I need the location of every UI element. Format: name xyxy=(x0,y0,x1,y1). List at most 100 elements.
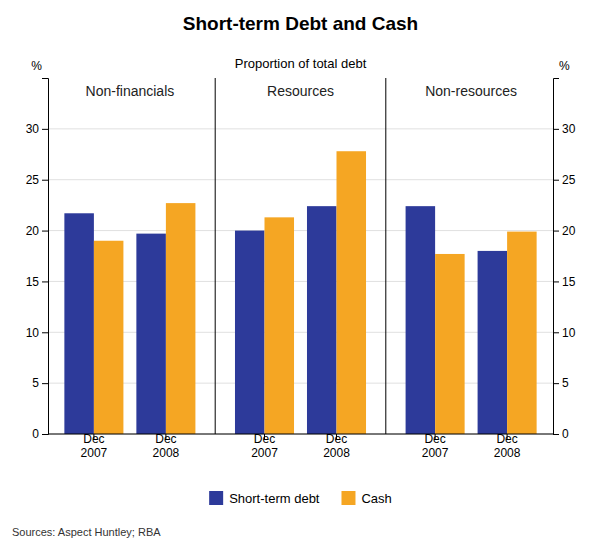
section-label: Non-resources xyxy=(425,83,517,99)
x-tick: Dec2008 xyxy=(153,432,180,460)
y2-tick-line xyxy=(553,129,559,130)
x-tick-label-line: Dec xyxy=(326,432,347,446)
x-tick: Dec2007 xyxy=(422,432,449,460)
y2-tick-label: 20 xyxy=(562,224,576,238)
y2-tick-line xyxy=(553,383,559,384)
x-tick-label-line: 2007 xyxy=(251,446,278,460)
y2-tick-label: 10 xyxy=(562,326,576,340)
legend-item: Cash xyxy=(341,491,391,506)
x-axis-section: Dec2007Dec2008 xyxy=(81,432,180,460)
y2-tick: 0 xyxy=(553,427,569,441)
bar xyxy=(265,217,295,434)
y-tick: 30 xyxy=(26,122,48,136)
bar xyxy=(64,213,94,434)
y2-tick: 15 xyxy=(553,275,576,289)
legend-label: Short-term debt xyxy=(229,491,320,506)
y-axis: 0 5 10 15 20 25 30 xyxy=(26,79,49,442)
y2-tick-label: 15 xyxy=(562,275,576,289)
x-tick-label-line: Dec xyxy=(155,432,176,446)
y2-tick-line xyxy=(553,231,559,232)
section-label: Non-financials xyxy=(86,83,175,99)
y-tick-label: 20 xyxy=(26,224,40,238)
y-tick-line xyxy=(42,231,48,232)
x-tick-label-line: 2007 xyxy=(81,446,108,460)
background xyxy=(0,0,601,546)
legend: Short-term debt Cash xyxy=(209,491,392,506)
grid-line xyxy=(48,434,553,435)
legend-item: Short-term debt xyxy=(209,491,320,506)
x-tick-label-line: Dec xyxy=(83,432,104,446)
y-tick-label: 5 xyxy=(32,376,39,390)
y2-tick: 25 xyxy=(553,173,576,187)
grid-line xyxy=(48,179,553,180)
bar-series xyxy=(94,151,537,434)
x-tick-label-line: 2008 xyxy=(494,446,521,460)
x-axis-line xyxy=(48,434,553,435)
grid-line xyxy=(48,281,553,282)
y2-tick-label: 0 xyxy=(562,427,569,441)
x-tick-label-line: 2007 xyxy=(422,446,449,460)
y-axis-label: % xyxy=(31,59,42,73)
x-tick: Dec2007 xyxy=(81,432,108,460)
bar xyxy=(136,234,166,434)
x-tick-label-line: Dec xyxy=(496,432,517,446)
bar xyxy=(406,206,436,434)
y-tick-label: 0 xyxy=(32,427,39,441)
bar xyxy=(166,203,196,434)
y2-tick-line xyxy=(553,434,559,435)
y2-tick: 20 xyxy=(553,224,576,238)
y2-tick-label: 25 xyxy=(562,173,576,187)
bar-series xyxy=(64,206,507,434)
chart: Dec2007Dec2008Dec2007Dec2008Dec2007Dec20… xyxy=(0,0,601,546)
x-tick: Dec2008 xyxy=(323,432,350,460)
section-divider xyxy=(385,78,386,434)
y2-tick-line xyxy=(553,332,559,333)
x-tick-label: Dec2007 xyxy=(251,432,278,460)
x-tick-label: Dec2007 xyxy=(422,432,449,460)
y-tick: 5 xyxy=(32,376,48,390)
x-tick: Dec2007 xyxy=(251,432,278,460)
legend-label: Cash xyxy=(361,491,391,506)
y-tick-line xyxy=(42,434,48,435)
legend-swatch xyxy=(341,491,355,505)
y-tick-label: 25 xyxy=(26,173,40,187)
y-tick: 25 xyxy=(26,173,48,187)
bar xyxy=(94,241,124,434)
y-tick-line xyxy=(42,129,48,130)
x-tick-label-line: 2008 xyxy=(153,446,180,460)
bar xyxy=(235,231,265,434)
source: Sources: Aspect Huntley; RBA xyxy=(12,526,161,538)
title: Short-term Debt and Cash xyxy=(183,13,418,34)
bar xyxy=(307,206,337,434)
x-tick-label-line: Dec xyxy=(254,432,275,446)
y-tick-line xyxy=(42,281,48,282)
x-tick-label: Dec2008 xyxy=(323,432,350,460)
y-tick-label: 10 xyxy=(26,326,40,340)
y-tick-line xyxy=(42,383,48,384)
y2-axis-line xyxy=(554,79,560,435)
grid xyxy=(48,129,553,434)
y-axis-line xyxy=(42,79,49,435)
y2-axis-label: % xyxy=(559,59,570,73)
x-tick-label-line: Dec xyxy=(424,432,445,446)
subtitle: Proportion of total debt xyxy=(235,56,367,71)
x-tick-label: Dec2008 xyxy=(494,432,521,460)
section-divider xyxy=(215,78,216,434)
bar xyxy=(478,251,508,434)
y-tick: 20 xyxy=(26,224,48,238)
y2-tick-line xyxy=(553,180,559,181)
y2-tick: 30 xyxy=(553,122,576,136)
y-tick: 15 xyxy=(26,275,48,289)
x-tick: Dec2008 xyxy=(494,432,521,460)
grid-line xyxy=(48,128,553,129)
bar xyxy=(435,254,465,434)
x-tick-label: Dec2007 xyxy=(81,432,108,460)
x-axis: Dec2007Dec2008Dec2007Dec2008Dec2007Dec20… xyxy=(48,432,553,460)
grid-line xyxy=(48,230,553,231)
y-tick: 0 xyxy=(32,427,48,441)
y-tick-line xyxy=(42,180,48,181)
grid-line xyxy=(48,332,553,333)
y2-tick: 10 xyxy=(553,326,576,340)
grid-line xyxy=(48,383,553,384)
y2-tick-line xyxy=(553,281,559,282)
